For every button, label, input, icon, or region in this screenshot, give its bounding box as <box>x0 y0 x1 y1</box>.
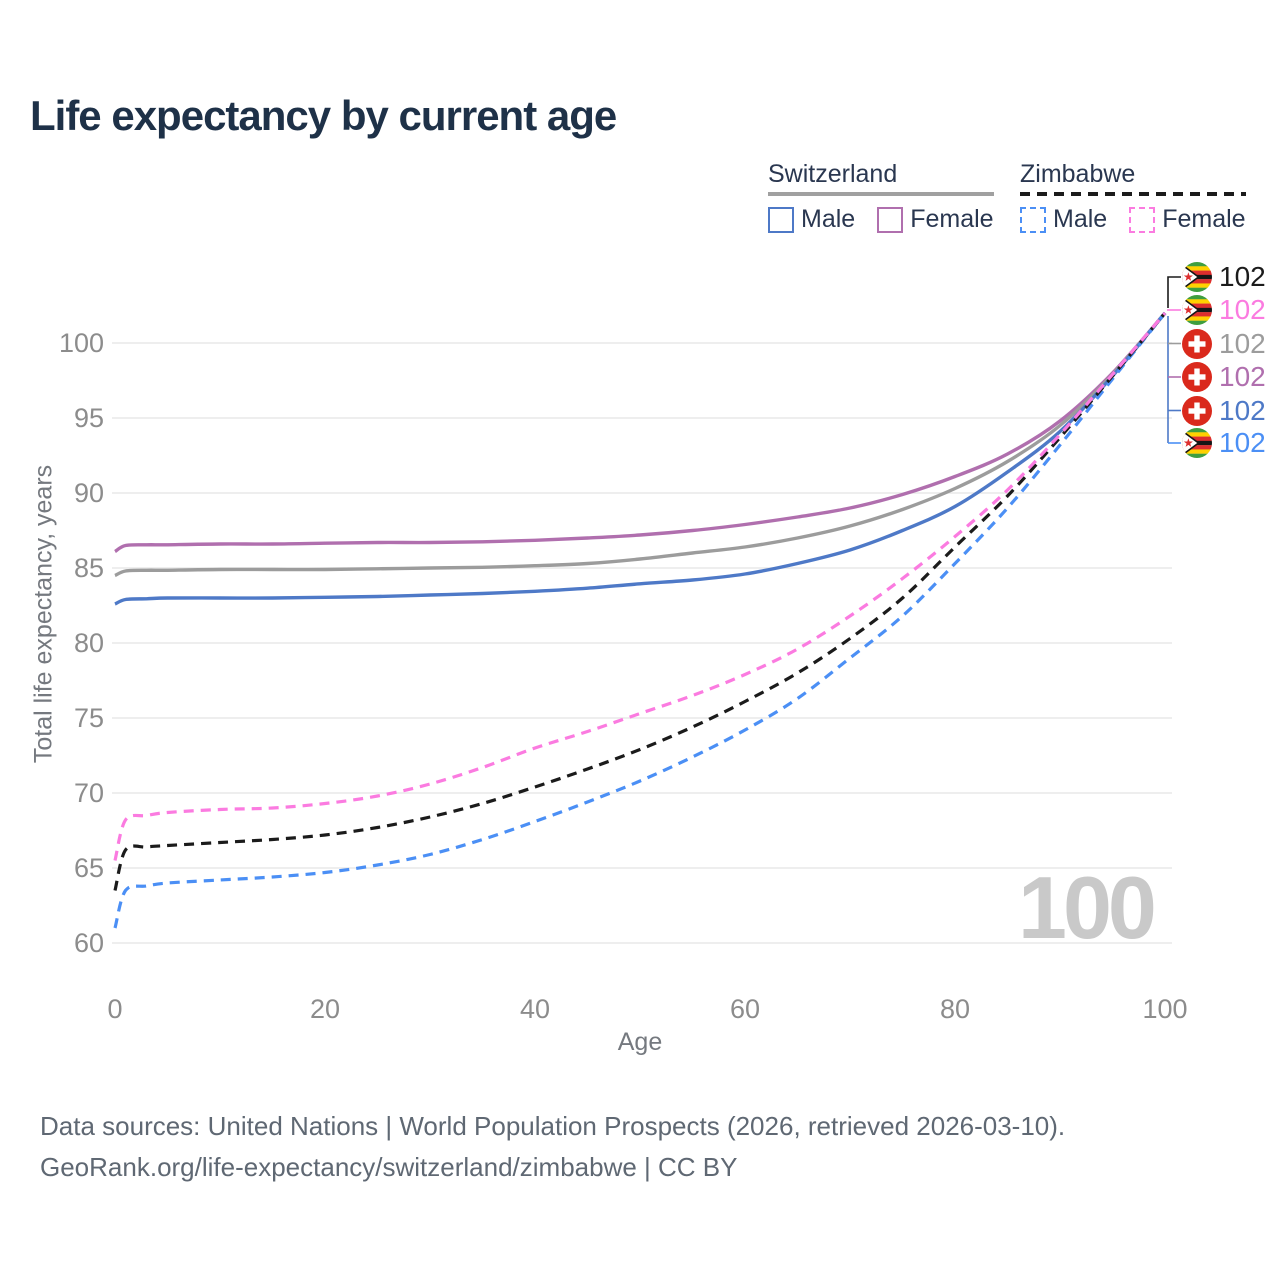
zimbabwe-male-swatch-icon <box>1020 206 1046 233</box>
legend-country-label: Switzerland <box>768 160 898 188</box>
zimbabwe-flag-icon <box>1182 262 1212 292</box>
switzerland-flag-icon <box>1182 395 1212 426</box>
legend-group-switzerland: Switzerland Male Female <box>768 160 994 234</box>
end-value: 102 <box>1219 261 1266 292</box>
legend-items-zimbabwe: Male Female <box>1020 205 1246 234</box>
footer-url[interactable]: GeoRank.org/life-expectancy/switzerland/… <box>40 1152 738 1182</box>
watermark-age-100: 100 <box>1018 858 1157 957</box>
y-tick-label: 95 <box>74 403 104 433</box>
x-tick-label: 0 <box>107 994 122 1024</box>
legend-label-female: Female <box>1162 205 1246 233</box>
zimbabwe-female-swatch-icon <box>1129 206 1156 233</box>
y-tick-label: 70 <box>74 778 104 808</box>
legend-item-switzerland-male[interactable]: Male <box>768 205 855 234</box>
y-tick-label: 65 <box>74 853 104 883</box>
end-label-zimbabwe-female: 102 <box>1182 295 1266 325</box>
series-line-zimbabwe-female[interactable] <box>113 311 1167 861</box>
x-tick-label: 80 <box>940 994 970 1024</box>
series-line-zimbabwe-both-sexes[interactable] <box>113 311 1167 891</box>
zimbabwe-flag-icon <box>1182 295 1212 325</box>
end-label-zimbabwe-male: 102 <box>1182 428 1266 458</box>
end-label-switzerland-male: 102 <box>1182 394 1266 426</box>
end-label-switzerland-both-sexes: 102 <box>1182 327 1266 359</box>
y-tick-label: 60 <box>74 928 104 958</box>
switzerland-flag-icon <box>1182 328 1212 359</box>
legend-item-zimbabwe-female[interactable]: Female <box>1129 205 1246 234</box>
zimbabwe-flag-icon <box>1182 428 1212 458</box>
y-tick-label: 80 <box>74 628 104 658</box>
page-title: Life expectancy by current age <box>30 92 617 139</box>
end-label-zimbabwe-both-sexes: 102 <box>1182 262 1266 292</box>
y-tick-label: 85 <box>74 553 104 583</box>
legend-group-zimbabwe: Zimbabwe Male Female <box>1020 160 1246 234</box>
series-line-switzerland-both-sexes[interactable] <box>114 311 1167 578</box>
switzerland-solid-line-sample <box>768 192 994 196</box>
end-value: 102 <box>1219 294 1266 325</box>
x-axis-title: Age <box>617 1028 663 1056</box>
legend-label-female: Female <box>910 205 994 233</box>
y-tick-label: 75 <box>74 703 104 733</box>
end-value: 102 <box>1219 394 1266 426</box>
end-value: 102 <box>1219 327 1266 359</box>
series-lines <box>113 311 1167 929</box>
axis-tick-labels: 60 65 70 75 80 85 90 95 100 0 20 40 60 80 100 <box>59 328 1188 1024</box>
x-tick-label: 20 <box>310 994 340 1024</box>
y-tick-label: 100 <box>59 328 104 358</box>
series-line-switzerland-male[interactable] <box>114 311 1167 606</box>
footer-data-sources: Data sources: United Nations | World Pop… <box>40 1111 1066 1141</box>
legend-label-male: Male <box>1053 205 1108 233</box>
zimbabwe-dashed-line-sample <box>1020 192 1246 196</box>
label-connectors <box>1167 276 1181 444</box>
legend-country-zimbabwe[interactable]: Zimbabwe <box>1020 160 1246 196</box>
series-line-switzerland-female[interactable] <box>114 311 1167 553</box>
legend-country-label: Zimbabwe <box>1020 160 1136 188</box>
end-value: 102 <box>1219 427 1266 458</box>
switzerland-flag-icon <box>1182 362 1212 392</box>
y-tick-label: 90 <box>74 478 104 508</box>
end-value: 102 <box>1219 361 1266 392</box>
legend-items-switzerland: Male Female <box>768 205 994 234</box>
switzerland-male-swatch-icon <box>768 206 794 233</box>
x-tick-label: 100 <box>1142 994 1187 1024</box>
switzerland-female-swatch-icon <box>877 206 904 233</box>
end-label-switzerland-female: 102 <box>1182 362 1266 392</box>
series-line-zimbabwe-male[interactable] <box>113 312 1167 929</box>
x-tick-label: 40 <box>520 994 550 1024</box>
gridlines <box>112 342 1172 944</box>
legend-label-male: Male <box>801 205 856 233</box>
legend-country-switzerland[interactable]: Switzerland <box>768 160 994 196</box>
x-tick-label: 60 <box>730 994 760 1024</box>
legend-item-switzerland-female[interactable]: Female <box>877 205 994 234</box>
legend-item-zimbabwe-male[interactable]: Male <box>1020 205 1107 234</box>
footer: Data sources: United Nations | World Pop… <box>40 1106 1065 1188</box>
